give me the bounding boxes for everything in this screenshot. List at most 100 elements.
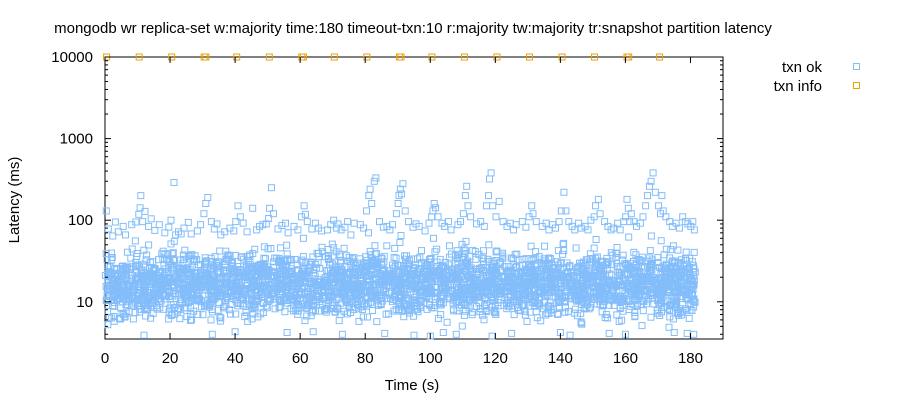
txn-ok-point [485,192,492,200]
txn-ok-point [513,250,521,258]
txn-ok-point [398,190,406,198]
txn-ok-point [265,215,273,222]
txn-ok-point [325,289,333,297]
txn-ok-point [318,243,326,251]
txn-ok-point [114,228,122,236]
txn-ok-point [435,299,443,307]
txn-ok-point [488,279,496,287]
txn-ok-point [283,288,291,296]
txn-ok-point [474,293,482,301]
txn-ok-point [605,301,613,309]
txn-ok-point [690,248,698,256]
txn-ok-point [401,269,409,277]
txn-ok-point [646,182,653,190]
txn-ok-point [115,294,123,302]
txn-ok-point [106,292,113,300]
txn-ok-point [304,290,312,298]
txn-ok-point [488,303,496,311]
txn-ok-point [319,248,327,256]
txn-ok-point [400,274,408,282]
txn-ok-point [119,222,127,230]
txn-ok-point [364,313,371,321]
txn-ok-point [105,282,113,290]
x-tick-label: 0 [101,350,109,367]
txn-ok-point [352,281,360,289]
txn-ok-point [237,253,245,261]
txn-ok-point [378,278,386,286]
txn-info-point [558,53,566,61]
txn-ok-point [675,284,683,292]
txn-ok-point [166,287,173,295]
txn-ok-point [521,282,529,290]
txn-ok-point [221,260,229,268]
txn-ok-point [541,242,548,250]
txn-ok-point [300,291,308,298]
txn-ok-point [593,253,601,261]
txn-ok-point [530,302,538,310]
txn-ok-point [415,222,423,230]
txn-ok-point [430,234,437,242]
txn-ok-point [252,291,260,299]
y-tick-label: 10 [76,294,93,311]
txn-ok-point [167,216,175,224]
txn-ok-point [528,202,536,210]
txn-ok-point [218,288,226,296]
txn-info-point [428,53,436,61]
txn-ok-point [332,248,340,256]
txn-ok-point [410,263,418,271]
txn-ok-point [647,284,655,291]
txn-ok-point [480,316,488,324]
txn-ok-point [282,261,290,269]
txn-ok-point [142,312,150,320]
txn-ok-point [211,262,219,270]
txn-ok-point [562,207,570,215]
txn-ok-point [133,250,141,257]
x-tick-label: 180 [678,350,703,367]
txn-ok-point [467,264,475,272]
txn-ok-point [597,271,605,279]
txn-ok-point [146,283,154,291]
txn-ok-point [126,265,134,273]
txn-info-point [330,53,338,61]
txn-ok-point [560,239,568,247]
txn-ok-point [529,210,537,218]
txn-ok-point [669,242,677,250]
txn-ok-point [593,260,601,268]
txn-ok-point [188,271,196,278]
txn-ok-point [679,301,687,308]
txn-ok-point [674,260,682,267]
txn-ok-point [334,305,342,313]
txn-ok-point [180,224,188,232]
txn-ok-point [143,251,151,259]
txn-ok-point [689,218,697,226]
txn-ok-point [473,220,480,228]
txn-ok-point [127,277,135,285]
txn-ok-point [184,218,192,226]
txn-ok-point [513,279,521,287]
txn-ok-point [372,291,380,299]
txn-ok-point [412,283,420,291]
txn-ok-point [380,280,388,288]
txn-ok-point [216,270,224,278]
txn-ok-point [277,256,285,264]
txn-ok-point [350,262,358,269]
txn-ok-point [633,269,641,277]
txn-ok-point [562,288,570,296]
txn-ok-point [137,266,145,274]
txn-ok-point [455,254,463,262]
txn-ok-point [629,286,637,293]
txn-ok-point [422,293,430,301]
txn-ok-point [569,272,577,279]
txn-ok-point [609,284,617,292]
txn-ok-point [454,268,462,276]
txn-ok-point [360,224,368,232]
txn-ok-point [127,254,135,262]
txn-ok-point [463,182,471,190]
txn-ok-point [235,279,243,287]
txn-ok-point [566,331,574,339]
txn-ok-point [566,262,574,270]
txn-ok-point [639,287,647,295]
txn-ok-point [190,284,198,292]
txn-info-point [526,53,533,61]
